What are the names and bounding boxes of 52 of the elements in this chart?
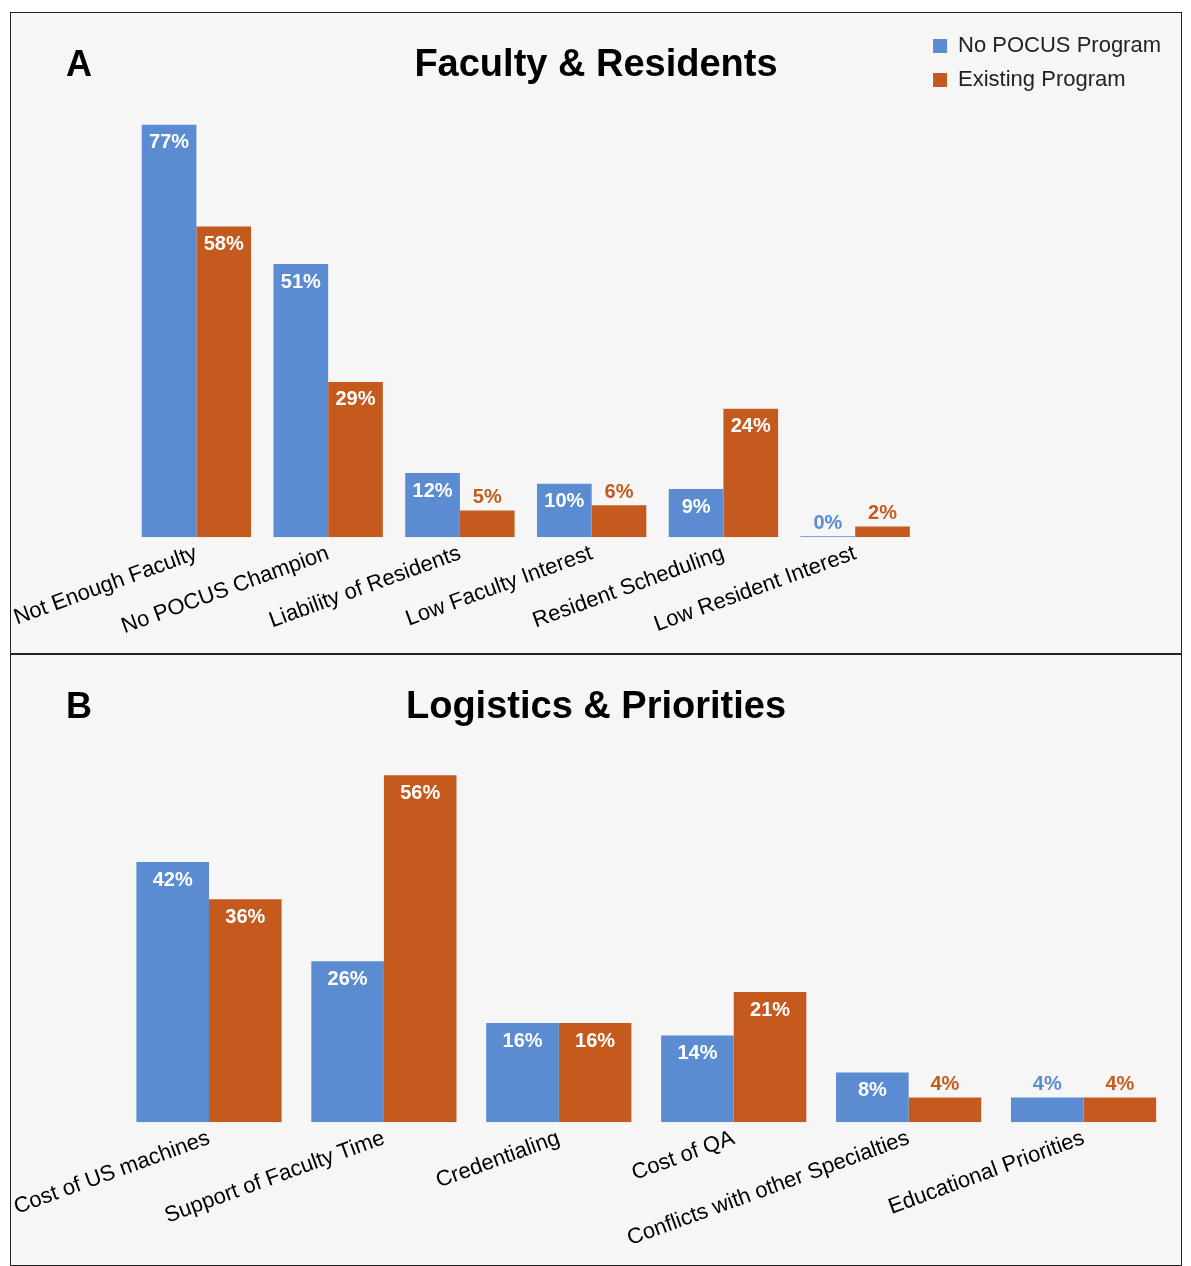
bar xyxy=(141,124,197,538)
bar xyxy=(558,1023,632,1123)
data-label: 51% xyxy=(280,269,322,292)
data-label: 16% xyxy=(575,1028,616,1051)
data-label: 36% xyxy=(225,904,266,927)
data-label: 56% xyxy=(400,780,441,803)
data-label: 0% xyxy=(813,510,843,533)
bar xyxy=(836,1072,909,1123)
data-label: 10% xyxy=(544,489,585,512)
data-label: 16% xyxy=(502,1028,543,1051)
data-label: 77% xyxy=(149,130,190,153)
legend-label: Existing Program xyxy=(958,66,1126,92)
data-label: 42% xyxy=(152,867,193,890)
bar xyxy=(405,473,460,538)
bar xyxy=(733,992,807,1123)
bar xyxy=(661,1035,734,1123)
data-label: 2% xyxy=(868,501,898,524)
data-label: 21% xyxy=(750,997,791,1020)
bar xyxy=(908,1097,982,1123)
data-label: 6% xyxy=(604,479,634,502)
bar xyxy=(1010,1097,1084,1123)
chart-title: Logistics & Priorities xyxy=(405,684,787,727)
data-label: 9% xyxy=(681,494,711,517)
data-label: 12% xyxy=(412,478,453,501)
bar xyxy=(855,526,910,538)
text: B xyxy=(66,684,92,726)
data-label: 5% xyxy=(472,485,502,508)
chart-title: Faculty & Residents xyxy=(414,42,778,85)
bar xyxy=(1083,1097,1157,1123)
data-label: 14% xyxy=(677,1040,718,1063)
bar xyxy=(591,505,647,538)
bar xyxy=(311,961,384,1123)
bar xyxy=(383,775,457,1123)
bar xyxy=(486,1023,559,1123)
data-label: 26% xyxy=(327,966,368,989)
bar xyxy=(328,381,383,538)
text: A xyxy=(66,42,92,84)
legend-label: No POCUS Program xyxy=(958,32,1162,58)
data-label: 8% xyxy=(857,1078,888,1101)
bar xyxy=(459,510,515,538)
data-label: 58% xyxy=(203,232,244,255)
bar xyxy=(196,226,252,538)
bar xyxy=(273,264,329,538)
data-label: 4% xyxy=(1105,1071,1135,1094)
data-label: 29% xyxy=(335,387,376,410)
bar xyxy=(723,408,779,538)
data-label: 4% xyxy=(1032,1071,1062,1094)
data-label: 4% xyxy=(930,1071,960,1094)
data-label: 24% xyxy=(730,414,771,437)
bar xyxy=(209,899,282,1123)
x-tick-label: Cost of QA xyxy=(627,1124,738,1185)
bar xyxy=(136,862,210,1123)
